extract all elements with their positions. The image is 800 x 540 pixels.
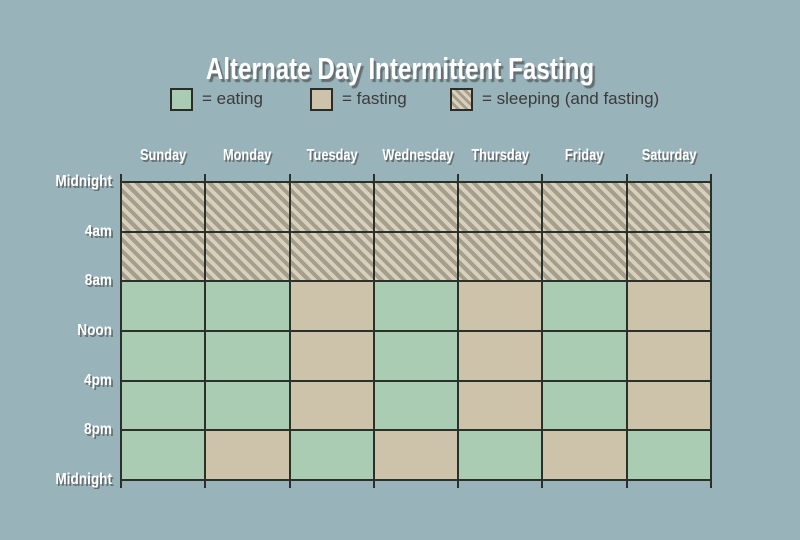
schedule-cell [542,331,627,381]
schedule-cell [627,381,711,430]
legend-item-eating: = eating [170,87,263,111]
grid-line-horizontal [121,479,711,481]
time-label: Noon [77,322,112,339]
schedule-cell [290,281,374,331]
schedule-cell [121,182,205,232]
grid-line-vertical [710,174,712,488]
grid-line-horizontal [121,429,711,431]
schedule-cell [205,430,290,480]
schedule-grid [120,174,712,488]
schedule-cell [458,331,542,381]
day-label: Wednesday [382,147,454,164]
time-label: Midnight [55,173,112,190]
legend-label-sleeping: = sleeping (and fasting) [482,89,660,108]
day-label: Monday [223,147,272,164]
schedule-cell [458,232,542,281]
schedule-cell [458,281,542,331]
schedule-cell [205,281,290,331]
schedule-cell [121,281,205,331]
sleeping-swatch-icon [450,87,473,111]
schedule-cell [374,381,458,430]
schedule-cell [374,232,458,281]
eating-swatch-icon [170,87,193,111]
schedule-cell [205,381,290,430]
schedule-cell [627,232,711,281]
schedule-cell [290,331,374,381]
time-label: 8pm [84,421,112,439]
time-label: Midnight [55,471,112,488]
schedule-cell [542,182,627,232]
day-label: Tuesday [306,147,358,164]
schedule-cell [121,232,205,281]
schedule-cell [458,182,542,232]
grid-line-horizontal [121,181,711,183]
schedule-cell [121,381,205,430]
schedule-cell [205,232,290,281]
schedule-cell [290,182,374,232]
day-label: Sunday [140,147,187,164]
schedule-cell [374,331,458,381]
time-label: 4am [84,222,112,240]
chart-title: Alternate Day Intermittent Fasting [205,50,595,86]
legend-item-fasting: = fasting [310,87,407,111]
schedule-cell [374,281,458,331]
schedule-cell [374,430,458,480]
schedule-cell [205,331,290,381]
schedule-cell [627,430,711,480]
day-label: Saturday [641,147,697,164]
grid-line-horizontal [121,330,711,332]
grid-line-horizontal [121,280,711,282]
schedule-cell [627,331,711,381]
schedule-cell [290,430,374,480]
legend-item-sleeping: = sleeping (and fasting) [450,87,659,111]
time-label: 8am [84,272,112,290]
schedule-cell [374,182,458,232]
schedule-cell [205,182,290,232]
schedule-cell [542,232,627,281]
schedule-cell [627,182,711,232]
schedule-cell [458,381,542,430]
schedule-cell [542,381,627,430]
day-label: Friday [565,147,604,164]
day-label: Thursday [471,147,530,164]
schedule-cell [542,281,627,331]
legend: = eating = fasting = sleeping (and fasti… [0,87,800,111]
grid-line-horizontal [121,380,711,382]
time-label: 4pm [84,371,112,389]
legend-label-fasting: = fasting [342,89,407,108]
schedule-cell [458,430,542,480]
schedule-cell [121,331,205,381]
schedule-cell [121,430,205,480]
fasting-swatch-icon [310,87,333,111]
schedule-cell [542,430,627,480]
schedule-cell [290,381,374,430]
grid-line-horizontal [121,231,711,233]
schedule-cell [290,232,374,281]
legend-label-eating: = eating [202,89,263,108]
schedule-cell [627,281,711,331]
